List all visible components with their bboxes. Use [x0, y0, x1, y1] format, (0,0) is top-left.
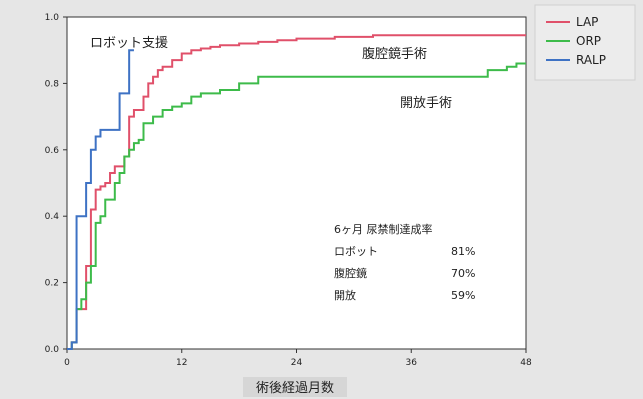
x-tick-label: 0: [64, 358, 70, 368]
robot-label: ロボット支援: [90, 36, 168, 51]
legend-box: [534, 4, 636, 81]
stats-row-label: 腹腔鏡: [334, 266, 367, 280]
x-tick-label: 48: [520, 358, 532, 368]
stats-row-value: 81%: [451, 245, 475, 258]
y-tick-label: 0.8: [45, 79, 60, 89]
x-axis-label: 術後経過月数: [256, 381, 334, 396]
y-axis: 0.0 0.2 0.4 0.6 0.8 1.0: [45, 13, 67, 355]
stats-row-value: 59%: [451, 289, 475, 302]
series-line-orp: [67, 62, 526, 350]
stats-row-value: 70%: [451, 267, 475, 280]
stats-row-label: 開放: [334, 288, 356, 302]
x-tick-label: 36: [406, 358, 418, 368]
stats-row-label: ロボット: [334, 245, 378, 258]
series-layer: [67, 34, 526, 350]
x-axis-label-box: [243, 377, 347, 397]
legend-label-orp: ORP: [576, 34, 601, 48]
x-tick-label: 24: [291, 358, 303, 368]
legend: LAP ORP RALP: [534, 4, 636, 81]
legend-label-ralp: RALP: [576, 53, 606, 67]
lap-label: 腹腔鏡手術: [362, 46, 427, 62]
y-tick-label: 0.4: [45, 212, 60, 222]
y-tick-label: 0.0: [45, 345, 60, 355]
x-axis: 0 12 24 36 48: [64, 349, 532, 368]
stats-box: 6ヶ月 尿禁制達成率 ロボット 81% 腹腔鏡 70% 開放 59%: [334, 222, 475, 302]
legend-label-lap: LAP: [576, 15, 598, 29]
series-line-ralp: [67, 49, 134, 350]
orp-label: 開放手術: [400, 96, 452, 111]
y-tick-label: 0.2: [45, 279, 59, 289]
plot-area: [66, 16, 527, 350]
stats-title: 6ヶ月 尿禁制達成率: [334, 222, 433, 236]
x-tick-label: 12: [176, 358, 187, 368]
y-tick-label: 1.0: [45, 13, 60, 23]
series-line-lap: [67, 34, 526, 350]
y-tick-label: 0.6: [45, 146, 60, 156]
